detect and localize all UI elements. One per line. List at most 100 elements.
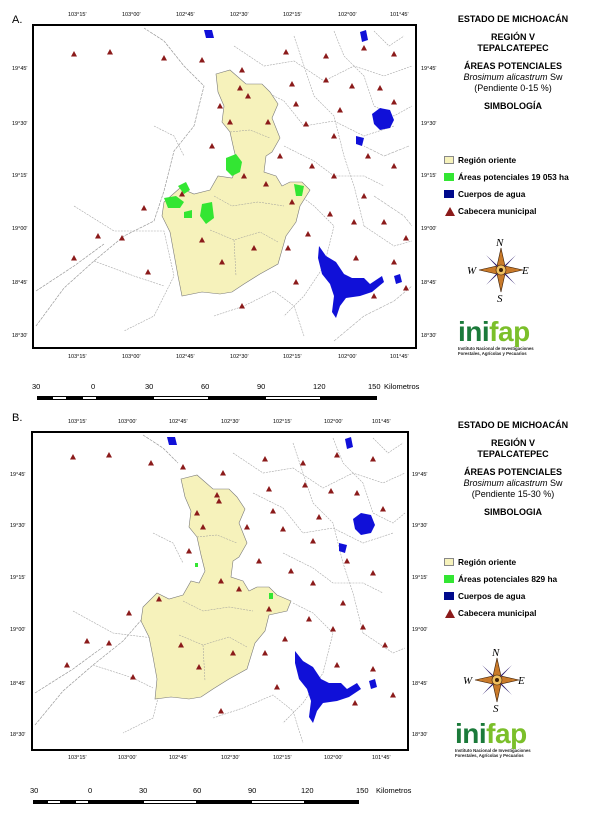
right-tick: 19°30' xyxy=(421,121,437,127)
municipal-seat-marker xyxy=(106,640,112,646)
municipal-seat-marker xyxy=(216,498,222,504)
municipal-seat-marker xyxy=(218,708,224,714)
municipal-seat-marker xyxy=(371,293,377,299)
municipal-seat-marker xyxy=(178,642,184,648)
municipal-seat-marker xyxy=(161,55,167,61)
top-tick: 102°15' xyxy=(273,419,292,425)
bottom-tick: 102°00' xyxy=(338,354,357,360)
top-tick: 102°30' xyxy=(221,419,240,425)
municipal-seat-marker xyxy=(245,93,251,99)
municipal-seat-marker xyxy=(179,191,185,197)
legend-items: Región oriente Áreas potenciales 829 ha … xyxy=(444,556,594,624)
municipal-seat-marker xyxy=(199,237,205,243)
compass-s: S xyxy=(493,703,499,715)
map-canvas xyxy=(34,434,406,744)
compass-e: E xyxy=(517,675,525,687)
municipal-seat-marker xyxy=(194,510,200,516)
left-tick: 18°30' xyxy=(10,732,26,738)
water-bodies-a xyxy=(204,30,402,318)
municipal-seat-marker xyxy=(380,506,386,512)
logo-word: inifap xyxy=(455,718,527,749)
slope-range: (Pendiente 15-30 %) xyxy=(471,489,555,499)
inifap-logo: inifap Instituto Nacional de Investigaci… xyxy=(458,318,568,357)
municipal-seat-marker xyxy=(200,524,206,530)
region-swatch xyxy=(444,558,454,566)
scale-segment xyxy=(61,800,75,804)
triangle-icon xyxy=(445,207,455,216)
municipal-seat-marker xyxy=(265,119,271,125)
municipal-seat-marker xyxy=(323,53,329,59)
compass-rose-icon: N S E W xyxy=(462,645,532,715)
legend-item: Áreas potenciales 19 053 ha xyxy=(444,171,594,188)
municipal-seat-marker xyxy=(365,153,371,159)
municipal-seat-marker xyxy=(293,279,299,285)
municipal-seat-marker xyxy=(391,99,397,105)
slope-range: (Pendiente 0-15 %) xyxy=(474,83,552,93)
bottom-tick: 102°30' xyxy=(230,354,249,360)
region-swatch xyxy=(444,156,454,164)
legend-item: Áreas potenciales 829 ha xyxy=(444,573,594,590)
scale-label: 30 xyxy=(30,786,39,795)
species-name: Brosimum alicastrum xyxy=(463,72,548,82)
municipal-seat-marker xyxy=(227,119,233,125)
municipal-seat-marker xyxy=(262,650,268,656)
scale-segment xyxy=(97,396,153,400)
municipal-seat-marker xyxy=(282,636,288,642)
municipal-seat-marker xyxy=(327,211,333,217)
legend-item: Cabecera municipal xyxy=(444,205,594,222)
right-tick: 19°45' xyxy=(412,472,428,478)
municipal-seat-marker xyxy=(310,538,316,544)
municipal-seat-marker xyxy=(277,153,283,159)
municipal-seat-marker xyxy=(218,578,224,584)
scale-unit: Kilometros xyxy=(376,786,412,795)
municipal-seat-marker xyxy=(403,285,409,291)
municipal-seat-marker xyxy=(309,163,315,169)
municipal-seat-marker xyxy=(351,219,357,225)
left-tick: 19°00' xyxy=(12,226,28,232)
municipal-seat-marker xyxy=(180,464,186,470)
municipal-seat-marker xyxy=(352,700,358,706)
water-swatch xyxy=(444,190,454,198)
bottom-tick: 102°45' xyxy=(169,755,188,761)
right-tick: 18°45' xyxy=(421,280,437,286)
bottom-tick: 102°30' xyxy=(221,755,240,761)
municipal-seat-marker xyxy=(360,624,366,630)
municipal-seat-marker xyxy=(302,482,308,488)
simbologia-title: SIMBOLOGÍA xyxy=(484,101,542,111)
scale-segment xyxy=(33,800,47,804)
map-frame xyxy=(31,431,409,751)
compass-e: E xyxy=(521,265,529,277)
scale-label: 90 xyxy=(257,382,266,391)
municipal-seat-marker xyxy=(349,83,355,89)
scale-segment xyxy=(82,396,97,400)
municipal-seat-marker xyxy=(274,684,280,690)
municipal-seat-marker xyxy=(237,85,243,91)
scale-bar: 30 0 30 60 90 120 150 Kilometros xyxy=(0,382,420,412)
bottom-tick: 101°45' xyxy=(390,354,409,360)
scale-label: 0 xyxy=(88,786,93,795)
bottom-tick: 102°45' xyxy=(176,354,195,360)
municipal-seat-marker xyxy=(316,514,322,520)
species-author: Sw xyxy=(550,72,563,82)
municipal-seat-marker xyxy=(344,558,350,564)
scale-segment xyxy=(67,396,82,400)
municipal-seat-marker xyxy=(353,255,359,261)
municipal-seat-marker xyxy=(331,133,337,139)
top-tick: 102°15' xyxy=(283,12,302,18)
potential-swatch xyxy=(444,173,454,181)
scale-segment xyxy=(305,800,359,804)
bottom-tick: 103°15' xyxy=(68,755,87,761)
municipal-seat-marker xyxy=(305,231,311,237)
bottom-tick: 103°00' xyxy=(122,354,141,360)
municipal-seat-marker xyxy=(381,219,387,225)
left-tick: 19°00' xyxy=(10,627,26,633)
municipal-seat-marker xyxy=(141,205,147,211)
scale-label: 120 xyxy=(301,786,314,795)
left-tick: 18°45' xyxy=(10,681,26,687)
municipal-seat-marker xyxy=(340,600,346,606)
species-line: Brosimum alicastrum Sw xyxy=(436,478,590,489)
scale-label: 30 xyxy=(32,382,41,391)
municipal-seat-marker xyxy=(209,143,215,149)
title-line: ESTADO DE MICHOACÁN xyxy=(457,420,569,430)
scale-label: 60 xyxy=(201,382,210,391)
